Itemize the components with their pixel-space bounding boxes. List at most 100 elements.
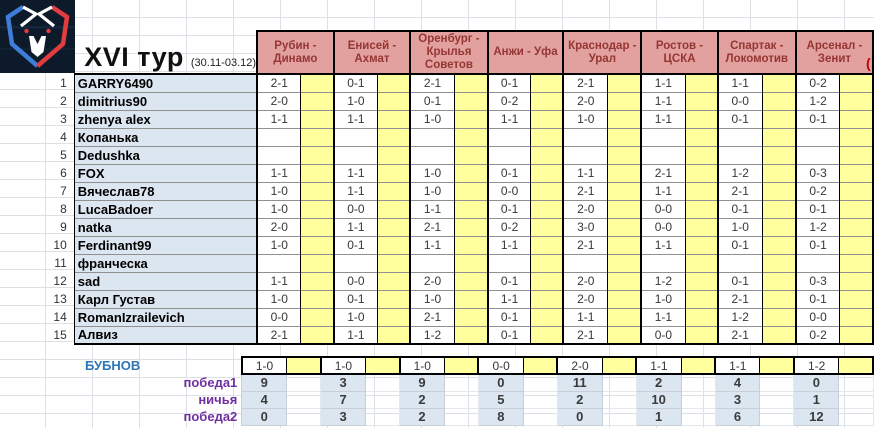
points-slot-cell[interactable] xyxy=(684,325,718,345)
prediction-score-cell[interactable]: 1-0 xyxy=(409,109,455,128)
prediction-score-cell[interactable]: 1-2 xyxy=(716,307,763,326)
prediction-score-cell[interactable]: 0-1 xyxy=(716,235,763,254)
player-name-cell[interactable]: Алвиз xyxy=(73,325,258,345)
prediction-score-cell[interactable]: 1-1 xyxy=(409,235,455,254)
points-slot-cell[interactable] xyxy=(761,253,796,272)
row-number-cell[interactable]: 6 xyxy=(60,166,67,180)
prediction-score-cell[interactable]: 1-0 xyxy=(716,217,763,236)
prediction-score-cell[interactable] xyxy=(332,127,378,146)
match-header-cell[interactable]: Енисей - Ахмат xyxy=(332,30,412,75)
points-slot-cell[interactable] xyxy=(376,73,411,92)
points-slot-cell[interactable] xyxy=(376,217,411,236)
prediction-score-cell[interactable]: 0-2 xyxy=(486,91,531,110)
expert-points-slot-cell[interactable] xyxy=(365,356,400,375)
prediction-score-cell[interactable]: 2-1 xyxy=(716,181,763,200)
points-slot-cell[interactable] xyxy=(607,199,642,218)
points-slot-cell[interactable] xyxy=(684,91,718,110)
prediction-score-cell[interactable]: 0-1 xyxy=(486,163,531,182)
prediction-score-cell[interactable] xyxy=(716,145,763,164)
prediction-score-cell[interactable]: 2-1 xyxy=(562,325,608,345)
prediction-score-cell[interactable]: 2-0 xyxy=(562,271,608,290)
points-slot-cell[interactable] xyxy=(530,127,564,146)
points-slot-cell[interactable] xyxy=(453,199,488,218)
prediction-score-cell[interactable] xyxy=(716,127,763,146)
points-slot-cell[interactable] xyxy=(684,217,718,236)
points-slot-cell[interactable] xyxy=(839,289,874,308)
prediction-score-cell[interactable]: 1-1 xyxy=(640,109,685,128)
expert-points-slot-cell[interactable] xyxy=(443,356,479,375)
player-name-cell[interactable]: zhenya alex xyxy=(73,109,258,128)
prediction-score-cell[interactable]: 0-1 xyxy=(486,325,531,345)
prediction-score-cell[interactable] xyxy=(256,145,301,164)
prediction-score-cell[interactable]: 0-1 xyxy=(794,289,840,308)
prediction-score-cell[interactable]: 1-0 xyxy=(332,307,378,326)
points-slot-cell[interactable] xyxy=(530,289,564,308)
player-name-cell[interactable]: Копанька xyxy=(73,127,258,146)
points-slot-cell[interactable] xyxy=(684,289,718,308)
points-slot-cell[interactable] xyxy=(607,235,642,254)
stat-value-cell[interactable]: 9 xyxy=(399,373,445,392)
points-slot-cell[interactable] xyxy=(684,307,718,326)
prediction-score-cell[interactable]: 0-1 xyxy=(794,109,840,128)
points-slot-cell[interactable] xyxy=(607,145,642,164)
prediction-score-cell[interactable]: 1-0 xyxy=(256,181,301,200)
prediction-score-cell[interactable]: 1-1 xyxy=(332,181,378,200)
prediction-score-cell[interactable]: 1-0 xyxy=(332,91,378,110)
points-slot-cell[interactable] xyxy=(607,127,642,146)
points-slot-cell[interactable] xyxy=(453,163,488,182)
points-slot-cell[interactable] xyxy=(761,307,796,326)
prediction-score-cell[interactable]: 1-1 xyxy=(486,235,531,254)
prediction-score-cell[interactable]: 0-1 xyxy=(486,199,531,218)
prediction-score-cell[interactable]: 1-2 xyxy=(640,271,685,290)
stat-label-cell[interactable]: победа1 xyxy=(183,375,238,390)
match-header-cell[interactable]: Арсенал - Зенит xyxy=(794,30,874,75)
prediction-score-cell[interactable]: 1-0 xyxy=(640,289,685,308)
points-slot-cell[interactable] xyxy=(300,235,334,254)
prediction-score-cell[interactable]: 1-1 xyxy=(256,163,301,182)
stat-label-cell[interactable]: ничья xyxy=(198,392,238,407)
points-slot-cell[interactable] xyxy=(300,271,334,290)
points-slot-cell[interactable] xyxy=(839,145,874,164)
prediction-score-cell[interactable] xyxy=(256,127,301,146)
prediction-score-cell[interactable]: 1-0 xyxy=(409,289,455,308)
prediction-score-cell[interactable] xyxy=(640,253,685,272)
points-slot-cell[interactable] xyxy=(684,163,718,182)
expert-score-cell[interactable]: 1-1 xyxy=(714,356,760,375)
prediction-score-cell[interactable]: 0-0 xyxy=(640,217,685,236)
expert-points-slot-cell[interactable] xyxy=(680,356,716,375)
prediction-score-cell[interactable] xyxy=(562,145,608,164)
row-number-cell[interactable]: 2 xyxy=(60,94,67,108)
points-slot-cell[interactable] xyxy=(453,109,488,128)
points-slot-cell[interactable] xyxy=(453,271,488,290)
points-slot-cell[interactable] xyxy=(376,199,411,218)
match-header-cell[interactable]: Краснодар - Урал xyxy=(562,30,643,75)
prediction-score-cell[interactable]: 0-1 xyxy=(716,199,763,218)
points-slot-cell[interactable] xyxy=(607,163,642,182)
prediction-score-cell[interactable]: 1-2 xyxy=(716,163,763,182)
points-slot-cell[interactable] xyxy=(761,127,796,146)
prediction-score-cell[interactable] xyxy=(486,253,531,272)
prediction-score-cell[interactable]: 0-1 xyxy=(486,307,531,326)
prediction-score-cell[interactable] xyxy=(794,145,840,164)
row-number-cell[interactable]: 14 xyxy=(53,310,67,324)
prediction-score-cell[interactable]: 2-1 xyxy=(562,73,608,92)
stat-value-cell[interactable]: 3 xyxy=(320,407,367,426)
match-header-cell[interactable]: Спартак - Локомотив xyxy=(716,30,797,75)
points-slot-cell[interactable] xyxy=(300,217,334,236)
prediction-score-cell[interactable]: 0-3 xyxy=(794,271,840,290)
player-name-cell[interactable]: Карл Густав xyxy=(73,289,258,308)
player-name-cell[interactable]: dimitrius90 xyxy=(73,91,258,110)
prediction-score-cell[interactable] xyxy=(409,253,455,272)
points-slot-cell[interactable] xyxy=(761,145,796,164)
points-slot-cell[interactable] xyxy=(530,253,564,272)
player-name-cell[interactable]: Ferdinant99 xyxy=(73,235,258,254)
points-slot-cell[interactable] xyxy=(376,163,411,182)
stat-value-cell[interactable]: 0 xyxy=(556,407,603,426)
prediction-score-cell[interactable]: 2-0 xyxy=(409,271,455,290)
points-slot-cell[interactable] xyxy=(300,325,334,345)
stat-value-cell[interactable]: 0 xyxy=(793,373,840,392)
points-slot-cell[interactable] xyxy=(839,109,874,128)
prediction-score-cell[interactable]: 1-0 xyxy=(256,235,301,254)
points-slot-cell[interactable] xyxy=(761,73,796,92)
prediction-score-cell[interactable]: 1-0 xyxy=(256,289,301,308)
